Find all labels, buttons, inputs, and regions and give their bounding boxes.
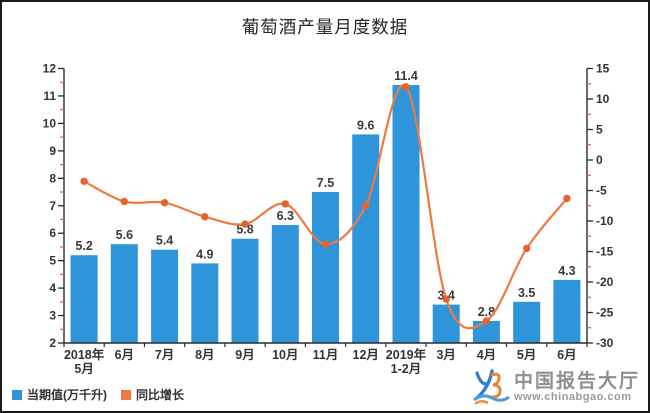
line-marker <box>160 199 169 207</box>
bar <box>513 301 541 343</box>
chinabgao-logo-icon <box>473 369 510 405</box>
left-axis-label: 6 <box>49 226 56 240</box>
bar <box>312 192 339 343</box>
legend-item-line: 同比增长 <box>121 386 184 403</box>
x-axis-label: 8月 <box>195 348 214 362</box>
x-axis-label: 6月 <box>115 348 134 362</box>
left-axis-label: 5 <box>49 254 56 268</box>
bar <box>432 304 460 343</box>
left-axis-label: 12 <box>43 62 57 76</box>
line-marker <box>281 200 289 208</box>
x-axis-label: 4月 <box>477 348 496 362</box>
left-axis-label: 11 <box>43 89 56 103</box>
x-axis-label: 7月 <box>155 348 174 362</box>
bar-value-label: 11.4 <box>394 69 418 83</box>
right-axis-label: 0 <box>596 153 603 167</box>
left-axis-label: 3 <box>49 309 56 323</box>
right-axis-label: 10 <box>596 92 610 106</box>
chart-title: 葡萄酒产量月度数据 <box>241 17 409 37</box>
x-axis-label: 6月 <box>557 348 576 362</box>
bar <box>151 249 179 343</box>
right-axis-label: -25 <box>596 306 614 320</box>
right-axis-label: -30 <box>596 336 614 350</box>
watermark-url: www.chinabgao.com <box>513 391 632 404</box>
x-axis-label: 9月 <box>235 348 254 362</box>
left-axis-label: 4 <box>49 281 56 295</box>
x-axis-label: 10月 <box>272 348 298 362</box>
legend-label-bar: 当期值(万千升) <box>27 388 107 402</box>
line-marker <box>201 213 209 221</box>
bar-value-label: 5.2 <box>75 239 92 253</box>
line-marker <box>442 295 450 303</box>
bar <box>472 321 500 343</box>
x-axis-label: 5月 <box>517 348 536 362</box>
line-marker <box>402 83 410 91</box>
line-marker <box>482 317 491 325</box>
bar-value-label: 4.3 <box>558 264 575 278</box>
bar <box>553 279 581 343</box>
bar <box>70 255 98 343</box>
legend-item-bar: 当期值(万千升) <box>12 386 107 403</box>
bar <box>231 238 259 343</box>
bar <box>110 244 138 343</box>
right-axis-label: -20 <box>596 275 614 289</box>
bar <box>352 134 380 343</box>
right-axis-label: 15 <box>596 62 610 76</box>
bar-value-label: 5.4 <box>156 234 173 248</box>
legend-swatch-line-icon <box>121 389 131 400</box>
left-axis-label: 2 <box>49 336 56 350</box>
legend-label-line: 同比增长 <box>136 388 185 402</box>
left-axis-label: 8 <box>49 171 56 185</box>
line-marker <box>80 177 88 185</box>
bar-value-label: 5.6 <box>116 228 133 242</box>
bar-value-label: 2.8 <box>478 305 495 319</box>
left-axis-label: 9 <box>49 144 56 158</box>
right-axis-label: -5 <box>596 184 607 198</box>
x-axis-label: 3月 <box>436 348 455 362</box>
x-axis-label: 2019年 1-2月 <box>386 347 427 376</box>
line-marker <box>362 202 370 210</box>
bar-value-label: 7.5 <box>317 176 334 190</box>
line-marker <box>523 244 531 253</box>
line-marker <box>120 197 128 206</box>
bar <box>392 85 420 343</box>
right-axis-label: 5 <box>596 123 603 137</box>
right-axis-label: -10 <box>596 214 614 228</box>
bar-value-label: 5.8 <box>236 223 253 237</box>
x-axis-label: 11月 <box>313 348 339 362</box>
legend: 当期值(万千升) 同比增长 <box>12 386 184 403</box>
watermark: 中国报告大厅 www.chinabgao.com <box>472 369 640 407</box>
right-axis-label: -15 <box>596 245 614 259</box>
bar-value-label: 6.3 <box>277 209 294 223</box>
bar-value-label: 9.6 <box>357 118 374 132</box>
line-marker <box>563 194 571 203</box>
x-axis-label: 12月 <box>353 348 379 362</box>
line-marker <box>321 240 330 248</box>
legend-swatch-bar-icon <box>12 389 22 400</box>
watermark-text: 中国报告大厅 www.chinabgao.com <box>514 372 640 403</box>
left-axis-label: 10 <box>43 116 57 130</box>
bar-value-label: 4.9 <box>196 247 213 261</box>
bar <box>191 263 219 343</box>
x-axis-label: 2018年 5月 <box>64 347 105 376</box>
bar-value-label: 3.5 <box>518 286 535 300</box>
line-marker <box>241 220 249 228</box>
left-axis-label: 7 <box>49 199 56 213</box>
bar <box>271 225 299 343</box>
watermark-brand: 中国报告大厅 <box>513 371 640 393</box>
